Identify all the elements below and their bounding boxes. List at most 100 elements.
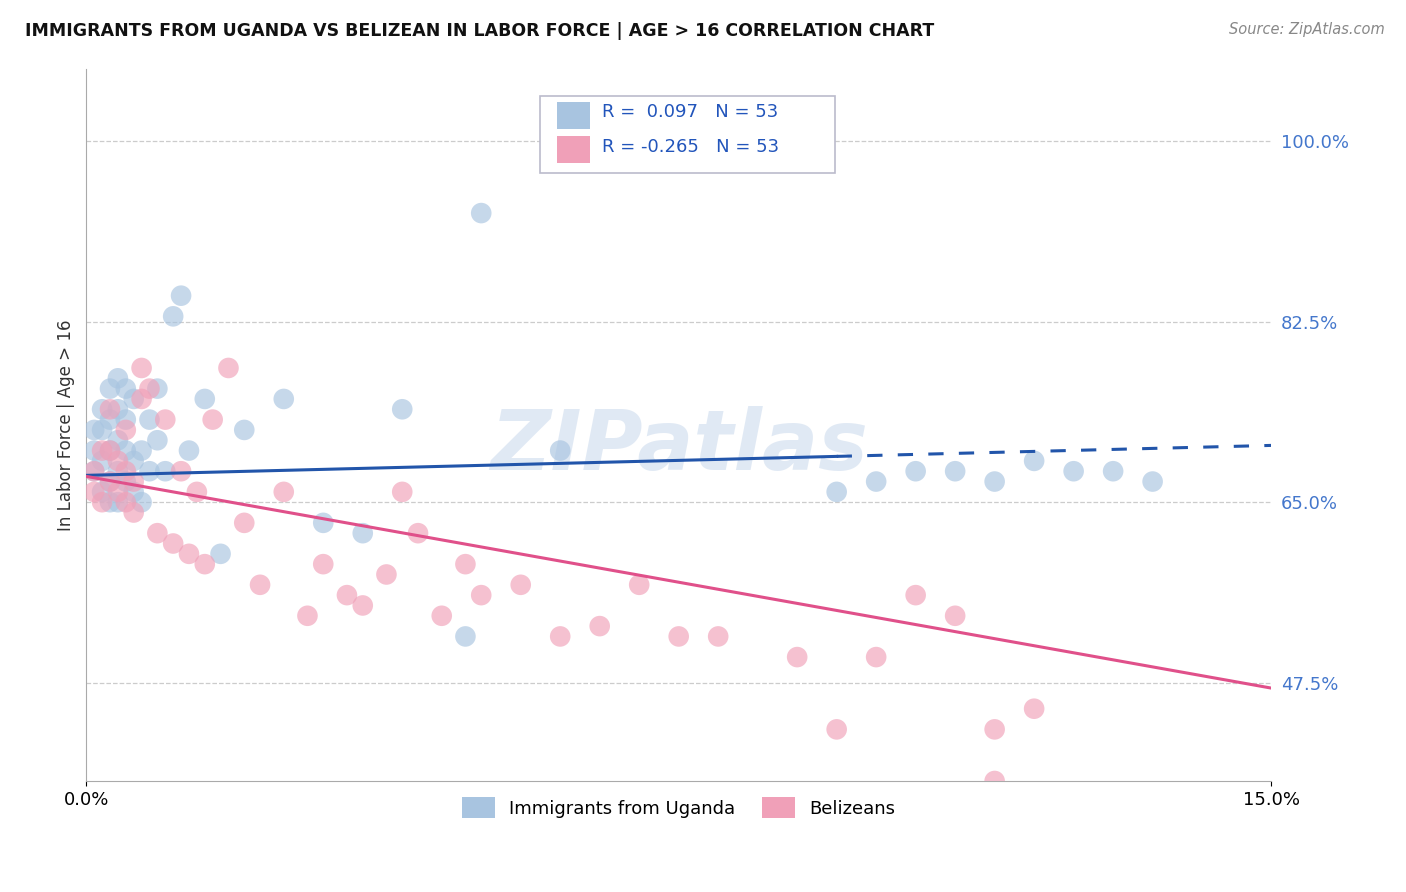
Point [98, 495, 121, 509]
Point [194, 392, 217, 406]
Point [177, 443, 200, 458]
Text: R = -0.265   N = 53: R = -0.265 N = 53 [602, 137, 779, 155]
Point [162, 536, 184, 550]
Point [114, 423, 136, 437]
Point [391, 402, 413, 417]
Point [91, 402, 114, 417]
Point [83, 464, 105, 478]
Point [170, 464, 193, 478]
Point [83, 484, 105, 499]
Point [430, 608, 453, 623]
Point [107, 495, 129, 509]
FancyBboxPatch shape [557, 136, 591, 163]
Point [233, 516, 256, 530]
Point [107, 464, 129, 478]
Point [122, 506, 145, 520]
Point [336, 588, 359, 602]
Point [114, 464, 136, 478]
Point [107, 434, 129, 448]
Point [983, 475, 1005, 489]
Point [131, 361, 153, 376]
Point [107, 454, 129, 468]
Point [114, 382, 136, 396]
Point [91, 443, 114, 458]
Point [114, 495, 136, 509]
Point [122, 454, 145, 468]
Point [122, 484, 145, 499]
Point [273, 392, 295, 406]
Point [1063, 464, 1085, 478]
Point [146, 434, 169, 448]
Point [786, 650, 808, 665]
Y-axis label: In Labor Force | Age > 16: In Labor Force | Age > 16 [58, 319, 75, 531]
Point [114, 412, 136, 426]
Point [122, 475, 145, 489]
Point [943, 464, 966, 478]
Point [83, 443, 105, 458]
Point [391, 484, 413, 499]
Point [83, 464, 105, 478]
Point [548, 443, 571, 458]
Point [825, 484, 848, 499]
Point [668, 629, 690, 643]
Point [470, 206, 492, 220]
Point [352, 599, 374, 613]
Point [273, 484, 295, 499]
Point [509, 578, 531, 592]
FancyBboxPatch shape [540, 95, 835, 173]
Point [589, 619, 612, 633]
Point [201, 412, 224, 426]
Point [1024, 702, 1046, 716]
Point [454, 557, 477, 571]
Point [1024, 454, 1046, 468]
Point [209, 547, 232, 561]
Point [83, 423, 105, 437]
Point [146, 526, 169, 541]
Legend: Immigrants from Uganda, Belizeans: Immigrants from Uganda, Belizeans [456, 790, 903, 825]
Point [91, 423, 114, 437]
Point [194, 557, 217, 571]
Point [943, 608, 966, 623]
Point [983, 774, 1005, 789]
Point [114, 443, 136, 458]
Point [628, 578, 651, 592]
Point [825, 723, 848, 737]
Point [162, 310, 184, 324]
Point [107, 484, 129, 499]
Point [233, 423, 256, 437]
Point [98, 382, 121, 396]
Point [131, 495, 153, 509]
Text: ZIPatlas: ZIPatlas [489, 406, 868, 487]
Point [98, 412, 121, 426]
Point [375, 567, 398, 582]
Point [91, 484, 114, 499]
Point [155, 412, 177, 426]
Point [98, 443, 121, 458]
Point [352, 526, 374, 541]
Point [138, 412, 160, 426]
Point [297, 608, 319, 623]
Point [983, 723, 1005, 737]
Point [454, 629, 477, 643]
Point [146, 382, 169, 396]
Text: IMMIGRANTS FROM UGANDA VS BELIZEAN IN LABOR FORCE | AGE > 16 CORRELATION CHART: IMMIGRANTS FROM UGANDA VS BELIZEAN IN LA… [25, 22, 935, 40]
Point [1142, 475, 1164, 489]
Point [138, 464, 160, 478]
Point [548, 629, 571, 643]
Point [107, 371, 129, 385]
Point [170, 288, 193, 302]
Point [155, 464, 177, 478]
Point [98, 443, 121, 458]
Point [98, 475, 121, 489]
Text: R =  0.097   N = 53: R = 0.097 N = 53 [602, 103, 778, 121]
Point [312, 516, 335, 530]
Text: Source: ZipAtlas.com: Source: ZipAtlas.com [1229, 22, 1385, 37]
Point [312, 557, 335, 571]
Point [107, 402, 129, 417]
Point [707, 629, 730, 643]
Point [138, 382, 160, 396]
Point [470, 588, 492, 602]
Point [406, 526, 429, 541]
Point [904, 464, 927, 478]
Point [865, 650, 887, 665]
